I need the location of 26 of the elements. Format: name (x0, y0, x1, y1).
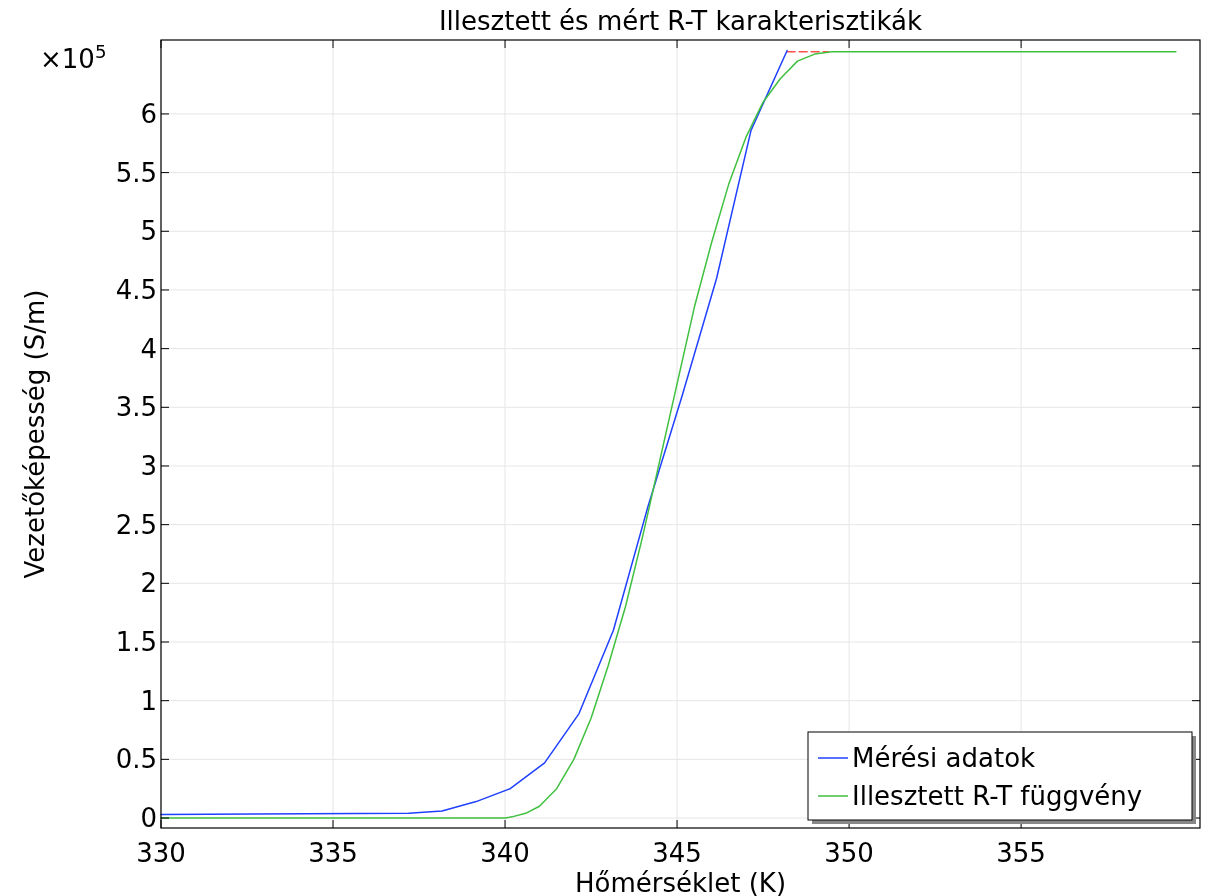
y-tick-label: 2 (140, 568, 157, 599)
text: ×10$^{5}$ (40, 40, 107, 74)
legend-label: Illesztett R-T függvény (852, 781, 1143, 812)
y-axis-title: Vezetőképesség (S/m) (20, 289, 50, 579)
x-tick-label: 350 (824, 838, 874, 868)
y-tick-label: 3 (140, 451, 157, 482)
y-tick-label: 3.5 (115, 392, 157, 423)
y-tick-label: 1.5 (115, 627, 157, 658)
y-tick-label: 6 (140, 99, 157, 130)
y-tick-label: 0 (140, 803, 157, 834)
y-tick-label: 2.5 (115, 509, 157, 540)
line-series (160, 49, 788, 816)
x-axis-title: Hőmérséklet (K) (574, 868, 787, 896)
x-tick-label: 355 (996, 838, 1046, 868)
chart-title: Illesztett és mért R-T karakterisztikák (438, 6, 923, 36)
y-tick-label: 5.5 (115, 157, 157, 188)
y-tick-label: 1 (140, 685, 157, 716)
y-tick-label: 4 (140, 333, 157, 364)
y-tick-label: 5 (140, 216, 157, 247)
x-tick-label: 335 (308, 838, 358, 868)
x-tick-label: 330 (136, 838, 186, 868)
y-tick-label: 0.5 (115, 744, 157, 775)
x-tick-label: 345 (652, 838, 702, 868)
x-tick-label: 340 (480, 838, 530, 868)
y-tick-label: 4.5 (115, 275, 157, 306)
legend-label: Mérési adatok (852, 743, 1036, 774)
